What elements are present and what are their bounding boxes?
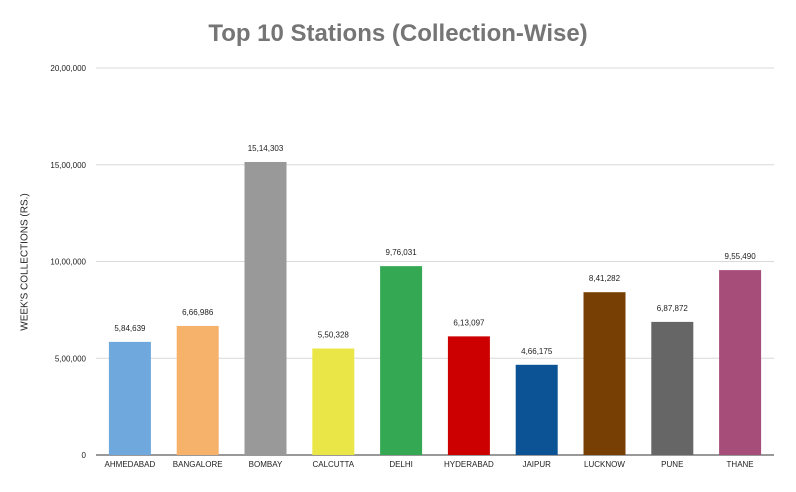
bar bbox=[380, 266, 423, 455]
bar bbox=[176, 325, 219, 455]
bar bbox=[719, 270, 762, 455]
data-label: 15,14,303 bbox=[248, 144, 284, 153]
bar bbox=[447, 336, 490, 455]
x-tick-label: BANGALORE bbox=[173, 460, 223, 469]
data-label: 4,66,175 bbox=[521, 347, 553, 356]
data-label: 6,13,097 bbox=[453, 318, 485, 327]
bar bbox=[515, 364, 558, 455]
y-tick-label: 0 bbox=[82, 451, 87, 460]
x-tick-label: LUCKNOW bbox=[584, 460, 625, 469]
data-label: 9,55,490 bbox=[725, 252, 757, 261]
bar bbox=[312, 348, 355, 455]
y-tick-label: 5,00,000 bbox=[55, 354, 87, 363]
x-tick-label: DELHI bbox=[389, 460, 413, 469]
y-tick-label: 15,00,000 bbox=[50, 161, 86, 170]
data-label: 6,66,986 bbox=[182, 308, 214, 317]
data-label: 5,50,328 bbox=[318, 331, 350, 340]
tick-labels: 0 5,00,000 10,00,000 15,00,000 20,00,000 AHME… bbox=[50, 64, 753, 469]
x-tick-label: BOMBAY bbox=[249, 460, 283, 469]
bar bbox=[583, 292, 626, 455]
x-tick-label: CALCUTTA bbox=[312, 460, 354, 469]
y-tick-label: 20,00,000 bbox=[50, 64, 86, 73]
data-label: 5,84,639 bbox=[114, 324, 146, 333]
data-labels: 5,84,639 6,66,986 15,14,303 5,50,328 9,76,03… bbox=[114, 144, 756, 356]
x-tick-label: PUNE bbox=[661, 460, 683, 469]
bar bbox=[108, 341, 151, 455]
x-tick-label: AHMEDABAD bbox=[105, 460, 156, 469]
chart-title: Top 10 Stations (Collection-Wise) bbox=[208, 20, 588, 47]
y-tick-label: 10,00,000 bbox=[50, 258, 86, 267]
bars bbox=[108, 161, 762, 456]
bar bbox=[244, 161, 287, 456]
data-label: 8,41,282 bbox=[589, 274, 621, 283]
x-tick-label: THANE bbox=[727, 460, 754, 469]
x-tick-label: JAIPUR bbox=[522, 460, 551, 469]
data-label: 9,76,031 bbox=[386, 248, 418, 257]
data-label: 6,87,872 bbox=[657, 304, 689, 313]
bar bbox=[651, 321, 694, 455]
x-tick-label: HYDERABAD bbox=[444, 460, 494, 469]
